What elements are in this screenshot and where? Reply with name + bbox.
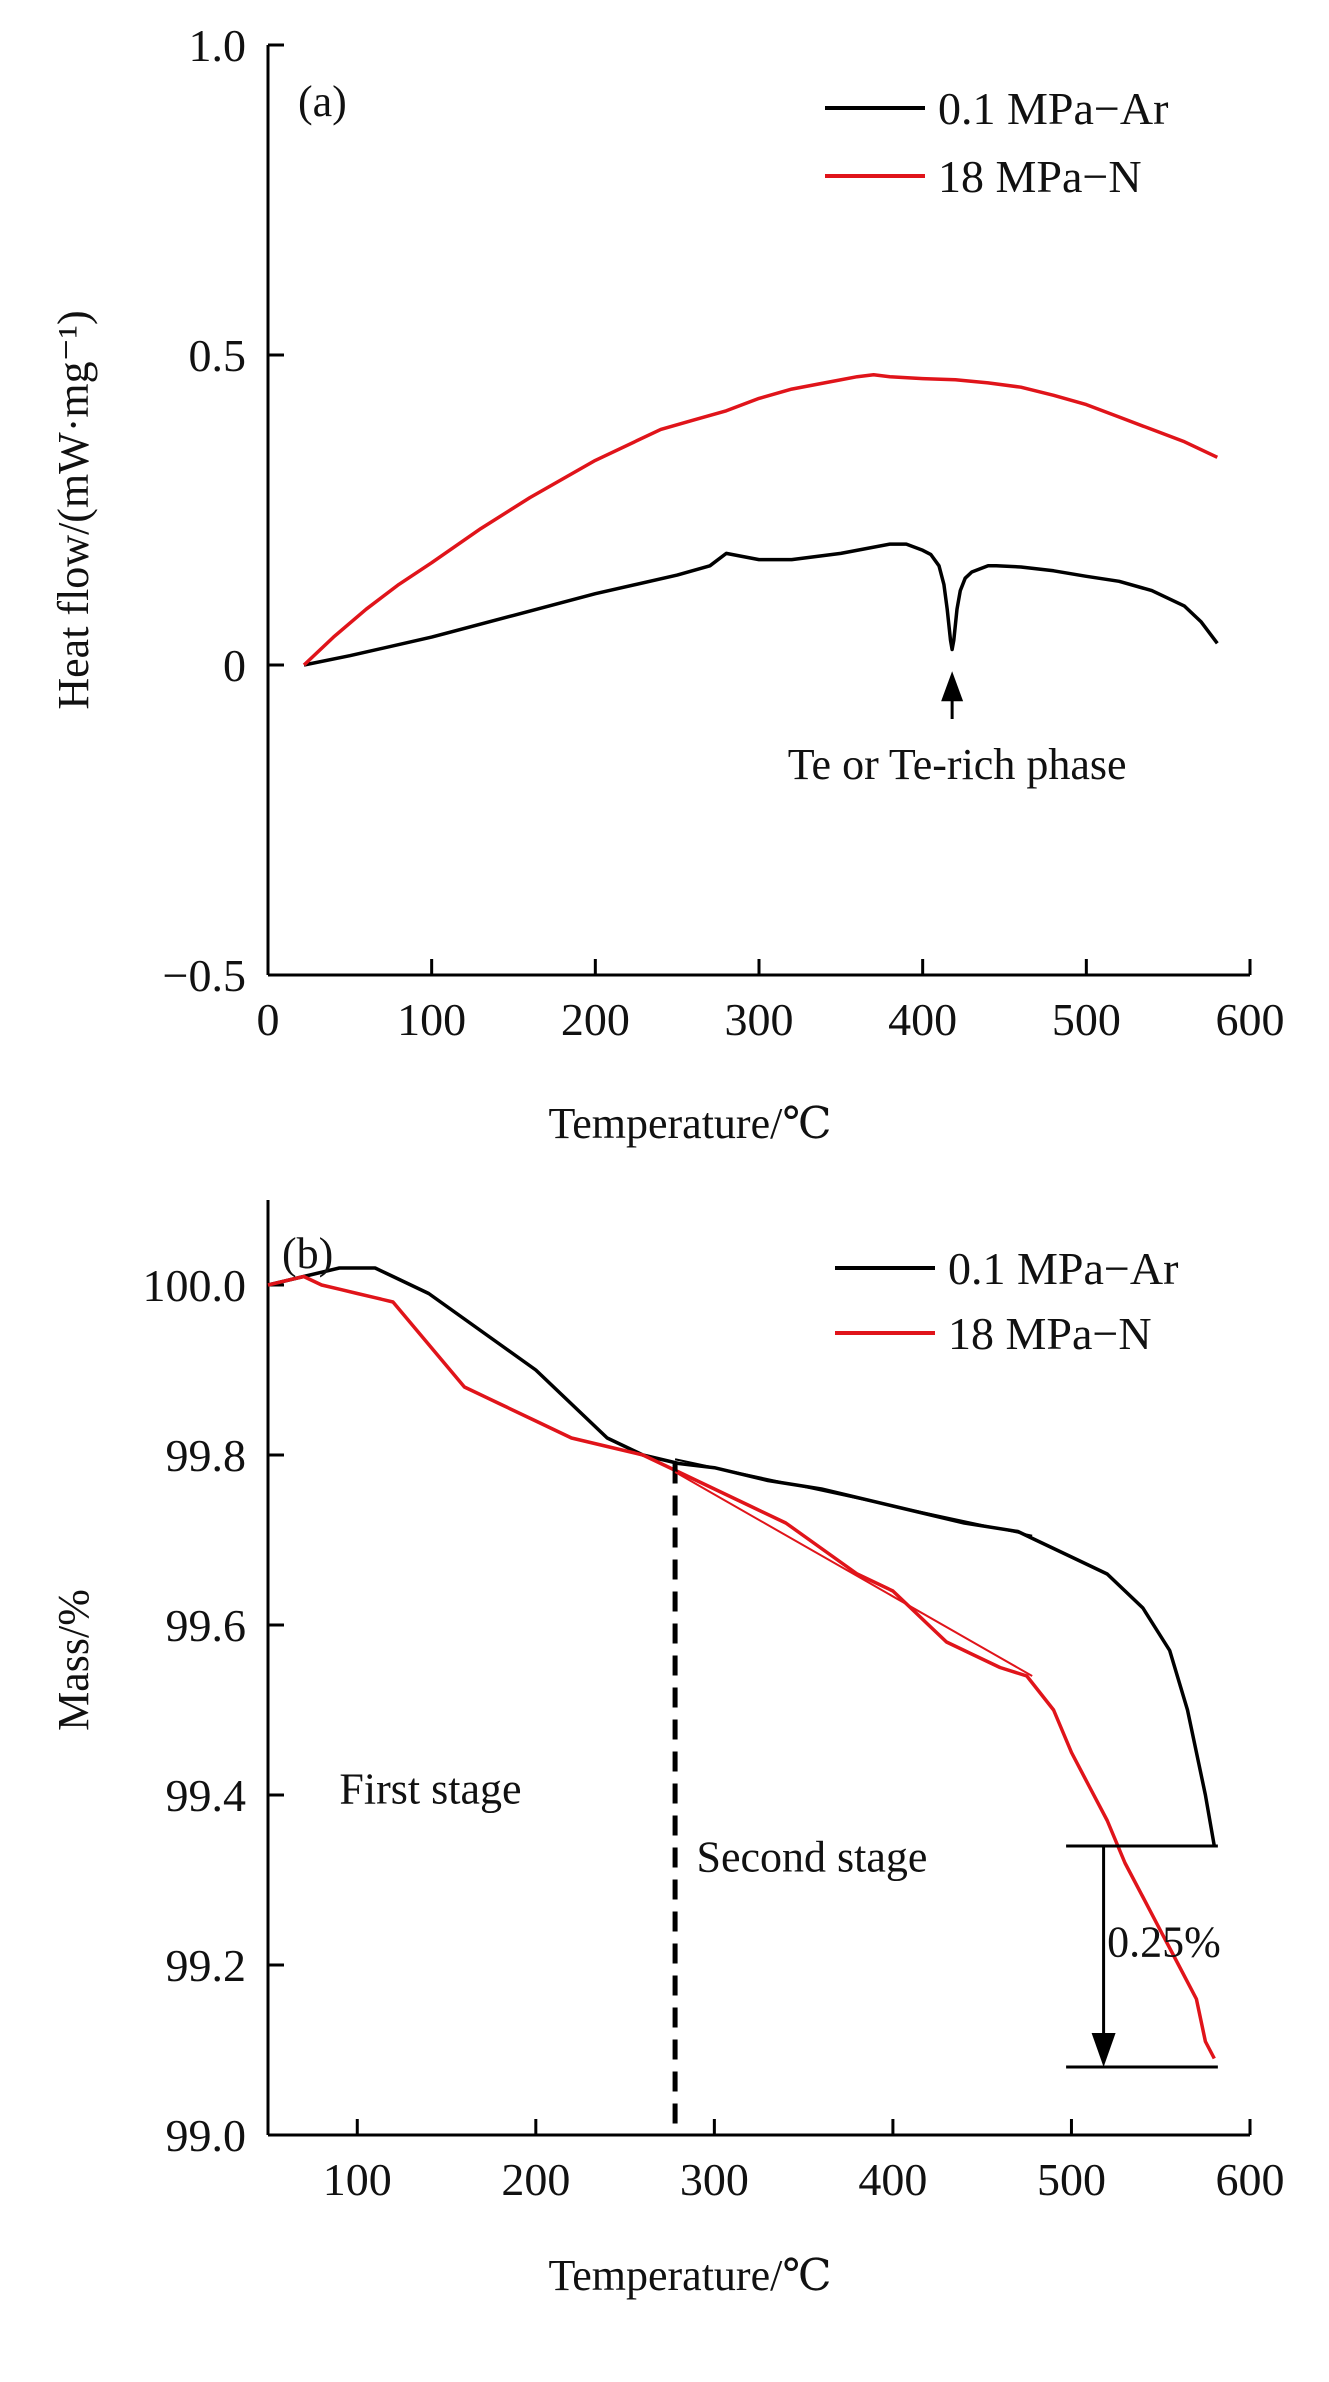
first-stage-label: First stage: [339, 1765, 521, 1814]
mass-drop-arrow-head: [1091, 2033, 1116, 2067]
a-y-tick-label: 1.0: [189, 20, 247, 71]
panel-a-x-axis-title: Temperature/℃: [548, 1099, 831, 1148]
a-x-tick-label: 600: [1216, 994, 1285, 1045]
a-y-tick-label: −0.5: [163, 950, 246, 1001]
a-y-tick-label: 0.5: [189, 330, 247, 381]
panel-b-annotation-marks: [672, 1458, 1218, 2135]
legend-b-label-ar: 0.1 MPa−Ar: [948, 1243, 1178, 1294]
panel-b-ticks: 100 200 300 400 500 600 99.0 99.2 99.4 99.6 99.8 10…: [143, 1260, 1285, 2205]
fit-line-n: [674, 1471, 1033, 1677]
a-x-tick-label: 400: [888, 994, 957, 1045]
b-series-line-n: [267, 1274, 1216, 2060]
b-x-tick-label: 100: [323, 2154, 392, 2205]
b-y-tick-label: 99.4: [166, 1770, 247, 1821]
panel-b-axes: [266, 1200, 1250, 2137]
panel-a-y-axis-title: Heat flow/(mW·mg⁻¹): [49, 310, 98, 709]
a-x-tick-label: 200: [561, 994, 630, 1045]
te-phase-annotation-text: Te or Te-rich phase: [788, 740, 1127, 789]
b-x-tick-label: 400: [858, 2154, 927, 2205]
b-y-tick-label: 99.6: [166, 1600, 247, 1651]
b-x-tick-label: 600: [1216, 2154, 1285, 2205]
b-y-tick-label: 99.0: [166, 2110, 247, 2161]
a-y-tick-label: 0: [223, 640, 246, 691]
fit-line-ar: [674, 1458, 1033, 1537]
b-y-tick-label: 100.0: [143, 1260, 247, 1311]
panel-a-ticks: 0 100 200 300 400 500 600−0.500.51.0: [163, 20, 1285, 1045]
a-x-tick-label: 300: [725, 994, 794, 1045]
a-x-tick-label: 500: [1052, 994, 1121, 1045]
panel-b-label: (b): [282, 1229, 333, 1278]
second-stage-label: Second stage: [697, 1833, 928, 1882]
b-y-tick-label: 99.8: [166, 1430, 247, 1481]
panel-a-annotation-te-phase: Te or Te-rich phase: [788, 671, 1127, 789]
panel-a-label: (a): [298, 77, 347, 126]
a-x-tick-label: 100: [397, 994, 466, 1045]
b-y-tick-label: 99.2: [166, 1940, 247, 1991]
panel-a-legend: 0.1 MPa−Ar 18 MPa−N: [825, 83, 1168, 202]
a-series-line-n: [302, 373, 1219, 667]
mass-difference-label: 0.25%: [1107, 1918, 1221, 1967]
te-phase-arrow-head: [941, 671, 964, 702]
panel-a-heat-flow-chart: 0 100 200 300 400 500 600−0.500.51.0 (a) Tempe…: [49, 20, 1285, 1148]
a-series-line-ar: [303, 542, 1219, 667]
legend-b-label-n: 18 MPa−N: [948, 1308, 1152, 1359]
panel-b-legend: 0.1 MPa−Ar 18 MPa−N: [835, 1243, 1178, 1359]
b-x-tick-label: 300: [680, 2154, 749, 2205]
panel-b-mass-chart: 100 200 300 400 500 600 99.0 99.2 99.4 99.6 99.8 10…: [49, 1200, 1285, 2300]
panel-b-y-axis-title: Mass/%: [49, 1589, 98, 1731]
legend-a-label-n: 18 MPa−N: [938, 151, 1142, 202]
panel-a-series: [302, 373, 1219, 667]
b-x-tick-label: 200: [501, 2154, 570, 2205]
b-x-tick-label: 500: [1037, 2154, 1106, 2205]
panel-b-x-axis-title: Temperature/℃: [548, 2251, 831, 2300]
a-x-tick-label: 0: [257, 994, 280, 1045]
legend-a-label-ar: 0.1 MPa−Ar: [938, 83, 1168, 134]
